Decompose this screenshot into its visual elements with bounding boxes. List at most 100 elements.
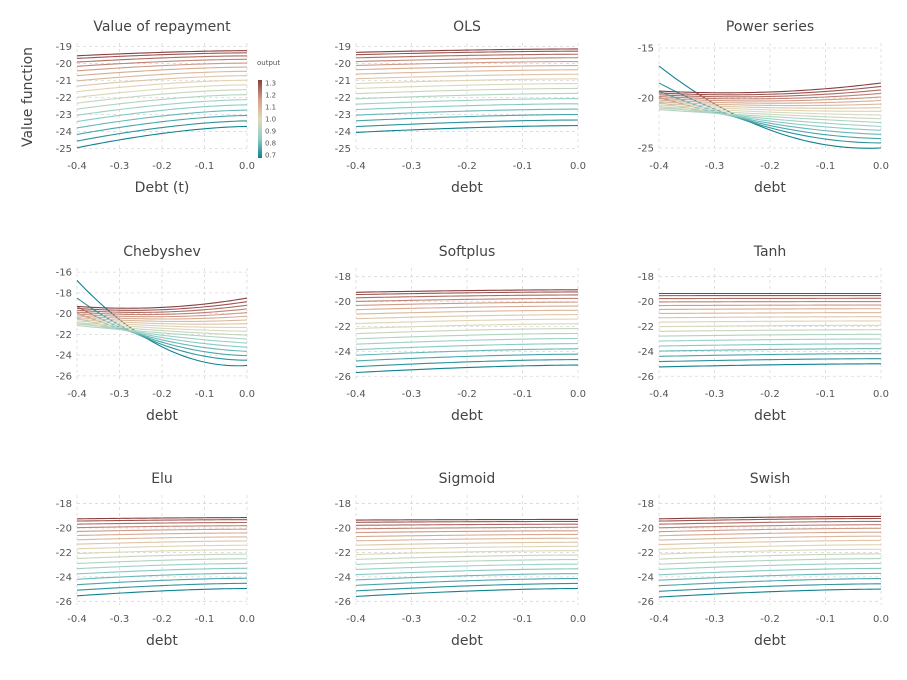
y-tick-label: -20 bbox=[335, 297, 351, 308]
panel-title: OLS bbox=[453, 19, 481, 35]
x-tick-label: -0.2 bbox=[152, 389, 172, 400]
series-line bbox=[355, 520, 579, 523]
legend-tick-label: 1.3 bbox=[265, 80, 276, 88]
series-line bbox=[355, 533, 579, 538]
y-tick-label: -22 bbox=[638, 548, 654, 559]
series-line bbox=[355, 113, 579, 122]
series-line bbox=[658, 338, 882, 342]
panel-title: Swish bbox=[750, 471, 790, 487]
series-line bbox=[355, 337, 579, 345]
x-axis-label: debt bbox=[146, 633, 178, 649]
chart-panel: -0.4 -0.3 -0.2 -0.1 0.0 -16 -18 -20 -22 -24 -26 Che… bbox=[56, 244, 255, 424]
y-tick-label: -24 bbox=[56, 351, 72, 362]
x-tick-label: -0.2 bbox=[760, 161, 780, 172]
series-line bbox=[355, 582, 579, 592]
series-line bbox=[76, 94, 248, 110]
x-tick-label: -0.3 bbox=[402, 614, 422, 625]
y-tick-label: -24 bbox=[638, 572, 654, 583]
series-line bbox=[355, 563, 579, 571]
legend-tick-label: 0.8 bbox=[265, 140, 276, 148]
series-line bbox=[355, 98, 579, 105]
series-line bbox=[658, 92, 882, 100]
series-line bbox=[76, 587, 248, 597]
x-axis-label: debt bbox=[451, 633, 483, 649]
series-line bbox=[355, 526, 579, 530]
series-line bbox=[658, 517, 881, 522]
series-line bbox=[658, 104, 882, 112]
series-line bbox=[76, 528, 247, 532]
y-tick-label: -26 bbox=[335, 372, 351, 383]
series-line bbox=[355, 328, 579, 335]
series-line bbox=[658, 558, 882, 565]
legend-tick-label: 1.2 bbox=[265, 92, 276, 100]
panel-title: Elu bbox=[151, 471, 173, 487]
series-line bbox=[76, 325, 248, 340]
series-line bbox=[76, 549, 248, 555]
series-line bbox=[76, 301, 248, 311]
series-line bbox=[76, 558, 248, 565]
x-tick-label: 0.0 bbox=[873, 161, 889, 172]
x-tick-label: -0.3 bbox=[110, 389, 130, 400]
series-line bbox=[76, 536, 247, 541]
panel-title: Softplus bbox=[439, 244, 496, 260]
series-line bbox=[658, 329, 882, 332]
series-line bbox=[76, 304, 248, 313]
series-line bbox=[355, 550, 579, 556]
series-line bbox=[76, 66, 248, 77]
series-line bbox=[76, 55, 248, 63]
series-line bbox=[658, 363, 882, 368]
series-line bbox=[76, 517, 247, 520]
series-line bbox=[355, 343, 579, 351]
y-tick-label: -20 bbox=[56, 59, 72, 70]
x-tick-label: -0.2 bbox=[760, 614, 780, 625]
series-line bbox=[76, 322, 248, 332]
series-line bbox=[355, 119, 579, 128]
legend-tick-label: 0.7 bbox=[265, 152, 276, 160]
legend-colorbar bbox=[258, 80, 262, 158]
colorbar-legend: output 1.3 1.2 1.1 1.0 0.9 0.8 0.7 bbox=[257, 59, 280, 160]
series-line bbox=[76, 323, 248, 336]
legend-title: output bbox=[257, 59, 280, 67]
series-line bbox=[355, 568, 579, 576]
series-line bbox=[76, 79, 248, 93]
series-line bbox=[76, 75, 248, 87]
y-tick-label: -15 bbox=[638, 44, 654, 55]
x-tick-label: -0.1 bbox=[513, 161, 533, 172]
series-line bbox=[355, 83, 579, 90]
series-line bbox=[76, 317, 248, 348]
series-line bbox=[658, 572, 882, 581]
series-line bbox=[355, 57, 579, 63]
series-line bbox=[76, 320, 248, 329]
x-tick-label: -0.4 bbox=[649, 161, 669, 172]
series-line bbox=[658, 583, 882, 592]
y-tick-label: -24 bbox=[335, 347, 351, 358]
series-line bbox=[355, 294, 578, 299]
x-tick-label: -0.4 bbox=[67, 161, 87, 172]
series-line bbox=[355, 353, 579, 362]
x-tick-label: -0.1 bbox=[816, 614, 836, 625]
y-tick-label: -18 bbox=[56, 288, 72, 299]
series-line bbox=[658, 515, 882, 520]
chart-panel: -0.4 -0.3 -0.2 -0.1 0.0 -19 -20 -21 -22 -23 -24 -25… bbox=[56, 19, 255, 196]
series-line bbox=[658, 82, 882, 94]
series-line bbox=[76, 577, 248, 586]
y-tick-label: -18 bbox=[638, 499, 654, 510]
x-tick-label: 0.0 bbox=[239, 614, 255, 625]
x-tick-label: -0.4 bbox=[346, 614, 366, 625]
chart-panel: -0.4 -0.3 -0.2 -0.1 0.0 -18 -20 -22 -24 -26 Swish d… bbox=[638, 471, 889, 649]
y-tick-label: -19 bbox=[335, 42, 351, 53]
x-tick-label: 0.0 bbox=[239, 389, 255, 400]
x-tick-label: 0.0 bbox=[873, 389, 889, 400]
series-line bbox=[76, 99, 248, 116]
series-line bbox=[76, 521, 247, 525]
y-tick-label: -24 bbox=[335, 572, 351, 583]
y-tick-label: -26 bbox=[56, 597, 72, 608]
series-line bbox=[355, 305, 578, 311]
y-tick-label: -22 bbox=[638, 322, 654, 333]
series-line bbox=[658, 524, 882, 529]
x-tick-label: -0.1 bbox=[816, 161, 836, 172]
series-line bbox=[76, 317, 248, 323]
chart-panel: -0.4 -0.3 -0.2 -0.1 0.0 -18 -20 -22 -24 -26 Tanh de… bbox=[638, 244, 889, 424]
series-line bbox=[76, 544, 248, 550]
